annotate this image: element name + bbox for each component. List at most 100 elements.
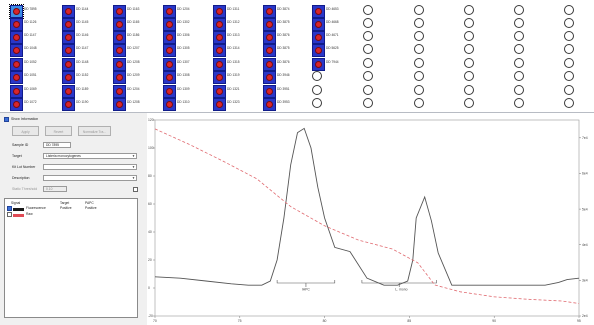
sample-dot-icon <box>166 88 173 95</box>
empty-well[interactable] <box>564 18 574 28</box>
sample-dot-icon <box>65 21 72 28</box>
sample-dot-icon <box>266 34 273 41</box>
sample-dot-icon <box>116 21 123 28</box>
empty-well[interactable] <box>414 44 424 54</box>
empty-well[interactable] <box>564 58 574 68</box>
empty-well[interactable] <box>363 18 373 28</box>
well-label: DD 1309 <box>177 87 190 91</box>
empty-well[interactable] <box>464 5 474 15</box>
empty-well[interactable] <box>464 85 474 95</box>
empty-well[interactable] <box>414 18 424 28</box>
table-row[interactable]: Fluorescence Positive Positive <box>5 206 137 211</box>
well-icon <box>213 58 226 71</box>
empty-well[interactable] <box>312 98 322 108</box>
sample-dot-icon <box>266 88 273 95</box>
table-row[interactable]: Raw <box>5 212 137 217</box>
sample-info-panel: Show Information Apply Revert Normalize … <box>0 113 148 325</box>
empty-well[interactable] <box>414 85 424 95</box>
empty-well[interactable] <box>514 98 524 108</box>
empty-well[interactable] <box>464 44 474 54</box>
signal-cell: Raw <box>26 212 33 216</box>
empty-well[interactable] <box>464 18 474 28</box>
empty-well[interactable] <box>514 5 524 15</box>
empty-well[interactable] <box>564 71 574 81</box>
static-threshold-field[interactable]: 0.10 <box>43 186 67 192</box>
empty-well[interactable] <box>464 71 474 81</box>
sample-id-field[interactable]: DD 7895 <box>43 142 71 148</box>
empty-well[interactable] <box>414 98 424 108</box>
kit-lot-number-select[interactable]: ▼ <box>43 164 137 170</box>
empty-well[interactable] <box>414 71 424 81</box>
well-label: DD 1147 <box>24 33 37 37</box>
sample-dot-icon <box>166 61 173 68</box>
well-icon <box>10 71 23 84</box>
empty-well[interactable] <box>414 5 424 15</box>
well-label: DD 4671 <box>326 33 339 37</box>
empty-well[interactable] <box>363 85 373 95</box>
well-icon <box>263 58 276 71</box>
empty-well[interactable] <box>514 85 524 95</box>
papc-column-header: PAPC <box>85 201 94 205</box>
empty-well[interactable] <box>514 18 524 28</box>
sample-dot-icon <box>216 8 223 15</box>
empty-well[interactable] <box>363 44 373 54</box>
chevron-down-icon: ▼ <box>132 176 135 180</box>
empty-well[interactable] <box>514 71 524 81</box>
well-icon <box>213 98 226 111</box>
empty-well[interactable] <box>312 85 322 95</box>
show-information-checkbox[interactable] <box>4 117 9 122</box>
fluorescence-checkbox[interactable] <box>7 206 12 211</box>
well-icon <box>113 71 126 84</box>
well-icon <box>213 71 226 84</box>
sample-dot-icon <box>315 47 322 54</box>
empty-well[interactable] <box>363 31 373 41</box>
empty-well[interactable] <box>564 85 574 95</box>
well-label: DD 1165 <box>127 20 140 24</box>
empty-well[interactable] <box>564 31 574 41</box>
empty-well[interactable] <box>414 58 424 68</box>
sample-dot-icon <box>65 47 72 54</box>
empty-well[interactable] <box>363 58 373 68</box>
empty-well[interactable] <box>464 58 474 68</box>
signal-column-header: Signal <box>11 201 21 205</box>
y-right-tick-label: 5e4 <box>582 207 588 211</box>
empty-well[interactable] <box>464 98 474 108</box>
empty-well[interactable] <box>514 44 524 54</box>
empty-well[interactable] <box>363 98 373 108</box>
well-label: DD 1204 <box>127 87 140 91</box>
empty-well[interactable] <box>564 5 574 15</box>
fluorescence-series-line <box>154 127 580 286</box>
static-threshold-checkbox[interactable] <box>133 187 138 192</box>
description-select[interactable]: ▼ <box>43 175 137 181</box>
well-label: DD 1305 <box>177 46 190 50</box>
empty-well[interactable] <box>414 31 424 41</box>
sample-dot-icon <box>216 101 223 108</box>
well-icon <box>62 71 75 84</box>
sample-dot-icon <box>166 101 173 108</box>
well-icon <box>263 71 276 84</box>
empty-well[interactable] <box>363 5 373 15</box>
well-icon <box>163 18 176 31</box>
empty-well[interactable] <box>312 71 322 81</box>
sample-dot-icon <box>216 47 223 54</box>
well-label: DD 1319 <box>227 73 240 77</box>
empty-well[interactable] <box>564 44 574 54</box>
raw-swatch <box>13 213 24 217</box>
empty-well[interactable] <box>464 31 474 41</box>
empty-well[interactable] <box>514 31 524 41</box>
normalize-button[interactable]: Normalize Tra... <box>78 126 111 136</box>
sample-dot-icon <box>13 101 20 108</box>
x-tick-label: 95 <box>577 319 581 323</box>
empty-well[interactable] <box>514 58 524 68</box>
target-select[interactable]: Listeria monocytogenes ▼ <box>43 153 137 159</box>
sample-dot-icon <box>13 47 20 54</box>
well-label: DD 1072 <box>24 100 37 104</box>
revert-button[interactable]: Revert <box>45 126 72 136</box>
target-value: Listeria monocytogenes <box>46 154 81 158</box>
apply-button[interactable]: Apply <box>12 126 39 136</box>
sample-dot-icon <box>116 34 123 41</box>
empty-well[interactable] <box>363 71 373 81</box>
empty-well[interactable] <box>564 98 574 108</box>
sample-dot-icon <box>266 61 273 68</box>
raw-checkbox[interactable] <box>7 212 12 217</box>
